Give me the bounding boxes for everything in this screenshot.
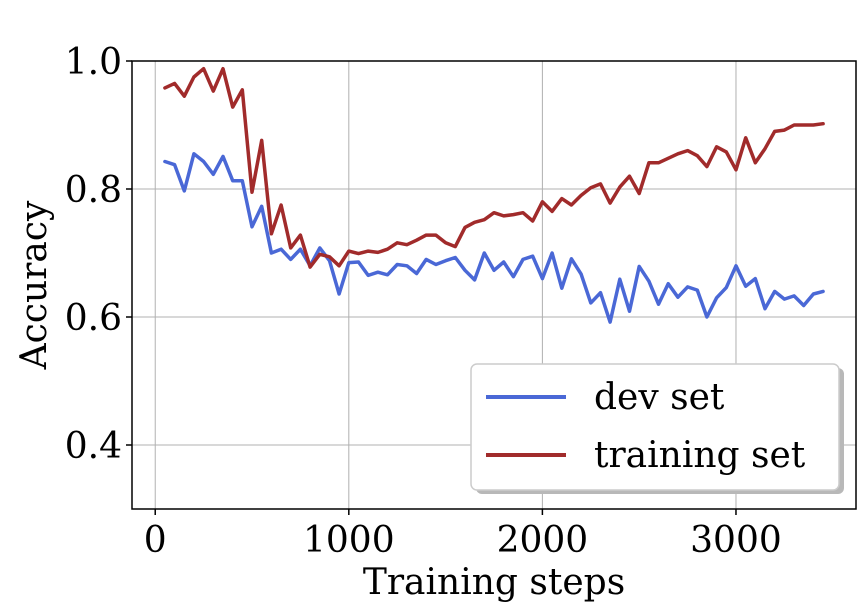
legend-label-dev-set: dev set bbox=[594, 377, 725, 418]
y-tick-label: 1.0 bbox=[65, 42, 122, 83]
plot-frame bbox=[131, 60, 857, 510]
y-axis-label: Accuracy bbox=[14, 200, 55, 370]
legend: dev set training set bbox=[470, 363, 844, 494]
x-axis-label: Training steps bbox=[363, 562, 625, 603]
series-line-dev-set bbox=[163, 152, 825, 324]
series-layer bbox=[163, 66, 825, 324]
x-tick-label: 3000 bbox=[690, 520, 782, 561]
y-tick-label: 0.6 bbox=[65, 298, 122, 339]
tick-layer: 0 1000 2000 3000 0.4 0.6 0.8 1.0 bbox=[65, 42, 782, 561]
x-tick-label: 1000 bbox=[303, 520, 395, 561]
series-line-training-set bbox=[163, 66, 825, 269]
y-tick-label: 0.8 bbox=[65, 170, 122, 211]
legend-label-training-set: training set bbox=[594, 435, 806, 476]
y-tick-label: 0.4 bbox=[65, 426, 122, 467]
x-tick-label: 0 bbox=[144, 520, 167, 561]
x-tick-label: 2000 bbox=[497, 520, 589, 561]
